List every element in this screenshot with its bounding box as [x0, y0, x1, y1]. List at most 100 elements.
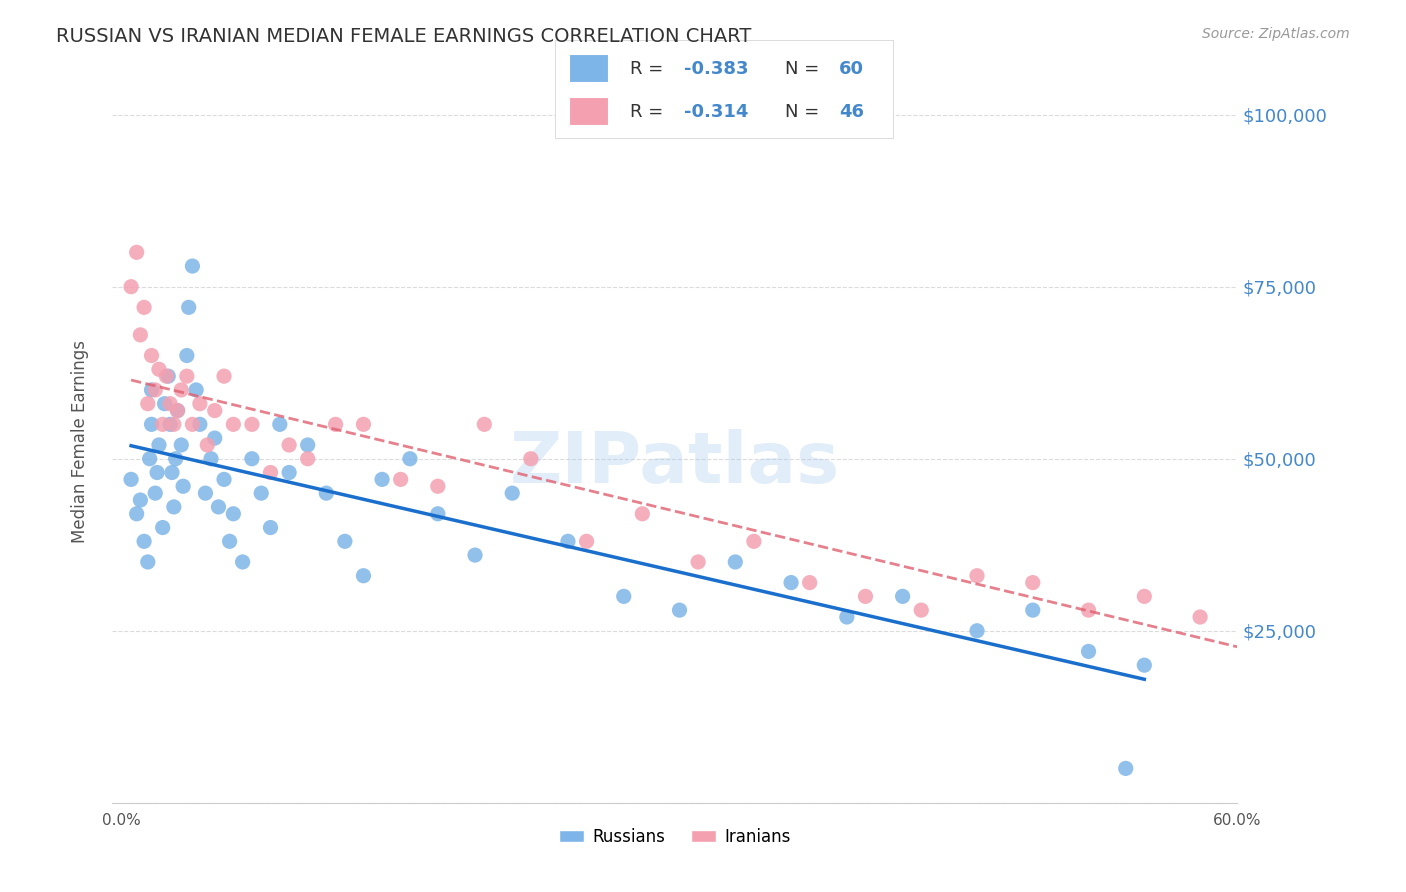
Point [218, 534, 240, 549]
Point [157, 369, 180, 384]
Point [250, 486, 273, 500]
FancyBboxPatch shape [569, 97, 609, 127]
Point [1077, 644, 1099, 658]
Point [143, 383, 166, 397]
Point [742, 534, 765, 549]
Point [966, 624, 988, 638]
Point [1244, 624, 1267, 638]
Point [163, 500, 186, 514]
Point [181, 259, 204, 273]
Point [297, 451, 319, 466]
Point [426, 507, 449, 521]
Point [371, 472, 394, 486]
Point [207, 500, 229, 514]
Point [668, 603, 690, 617]
Point [200, 451, 222, 466]
Point [269, 417, 291, 432]
Text: R =: R = [630, 60, 669, 78]
Point [259, 520, 281, 534]
Point [222, 507, 245, 521]
Point [176, 349, 198, 363]
Point [204, 431, 226, 445]
Point [278, 466, 301, 480]
Point [152, 417, 174, 432]
Point [143, 486, 166, 500]
Point [155, 369, 177, 384]
Point [472, 417, 495, 432]
Point [1189, 610, 1212, 624]
Point [315, 486, 337, 500]
Point [141, 349, 163, 363]
Point [120, 279, 142, 293]
Point [146, 466, 169, 480]
Point [1301, 624, 1323, 638]
Point [399, 451, 422, 466]
Point [278, 438, 301, 452]
Text: R =: R = [630, 103, 669, 120]
Point [501, 486, 523, 500]
Point [575, 534, 598, 549]
Point [148, 438, 170, 452]
Point [212, 369, 235, 384]
Point [835, 610, 858, 624]
Point [780, 575, 803, 590]
Point [333, 534, 356, 549]
Point [325, 417, 347, 432]
Point [132, 301, 155, 315]
Point [1022, 603, 1045, 617]
Point [297, 438, 319, 452]
Point [141, 417, 163, 432]
Point [240, 417, 263, 432]
Point [120, 472, 142, 486]
Point [125, 507, 148, 521]
Point [613, 590, 636, 604]
Point [464, 548, 486, 562]
Point [159, 417, 181, 432]
Point [125, 245, 148, 260]
Legend: Russians, Iranians: Russians, Iranians [553, 821, 797, 852]
Point [152, 520, 174, 534]
Y-axis label: Median Female Earnings: Median Female Earnings [70, 340, 89, 543]
FancyBboxPatch shape [569, 54, 609, 83]
Point [148, 362, 170, 376]
Point [240, 451, 263, 466]
Point [188, 397, 211, 411]
Point [426, 479, 449, 493]
Point [153, 397, 176, 411]
Point [129, 493, 152, 508]
Text: 60: 60 [839, 60, 863, 78]
Point [165, 451, 187, 466]
Point [1115, 761, 1137, 775]
Point [194, 486, 217, 500]
Point [170, 438, 193, 452]
Point [724, 555, 747, 569]
Point [188, 417, 211, 432]
Point [181, 417, 204, 432]
Point [855, 590, 877, 604]
Point [259, 466, 281, 480]
Point [910, 603, 932, 617]
Point [136, 397, 159, 411]
Point [1133, 590, 1156, 604]
Point [966, 568, 988, 582]
Point [177, 301, 200, 315]
Point [891, 590, 914, 604]
Point [159, 397, 181, 411]
Point [222, 417, 245, 432]
Point [1077, 603, 1099, 617]
Point [520, 451, 543, 466]
Text: -0.383: -0.383 [683, 60, 748, 78]
Point [172, 479, 194, 493]
Point [631, 507, 654, 521]
Point [186, 383, 208, 397]
Point [799, 575, 821, 590]
Point [138, 451, 160, 466]
Point [132, 534, 155, 549]
Point [141, 383, 163, 397]
Text: RUSSIAN VS IRANIAN MEDIAN FEMALE EARNINGS CORRELATION CHART: RUSSIAN VS IRANIAN MEDIAN FEMALE EARNING… [56, 27, 752, 45]
Point [1357, 644, 1379, 658]
Point [688, 555, 710, 569]
Text: Source: ZipAtlas.com: Source: ZipAtlas.com [1202, 27, 1350, 41]
Point [353, 568, 375, 582]
Point [557, 534, 579, 549]
